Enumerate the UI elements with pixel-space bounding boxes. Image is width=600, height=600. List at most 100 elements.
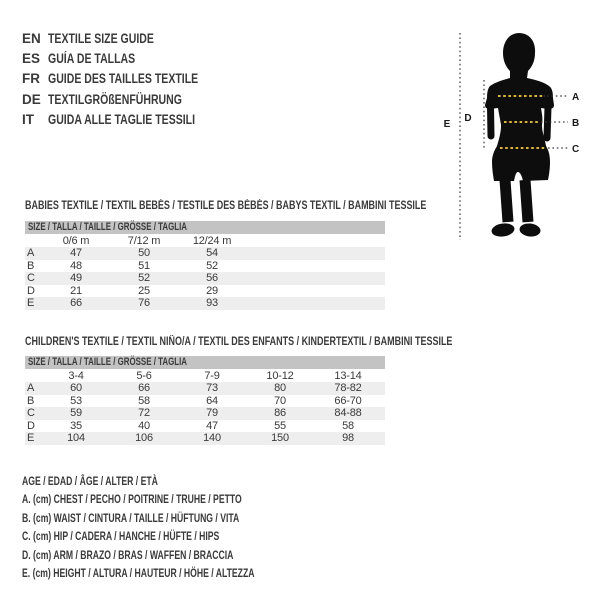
table-cell: 73: [206, 382, 218, 395]
table-row: B 53 58 64 70 66-70: [25, 395, 385, 408]
table-cell: 93: [206, 297, 218, 310]
measure-label-b: B: [572, 118, 579, 129]
table-cell: 76: [138, 297, 150, 310]
column-header-row: 0/6 m 7/12 m 12/24 m: [25, 234, 385, 247]
table-cell: 50: [138, 247, 150, 260]
table-cell: 47: [70, 247, 82, 260]
table-cell: 60: [70, 382, 82, 395]
table-row: E 104 106 140 150 98: [25, 432, 385, 445]
table-cell: 140: [203, 432, 221, 445]
measure-label-e: E: [444, 119, 451, 130]
measurement-diagram: A B C D E: [415, 0, 600, 255]
table-cell: 78-82: [334, 382, 362, 395]
lang-code: FR: [22, 71, 40, 87]
table-row: B 48 51 52: [25, 260, 385, 273]
table-row: C 49 52 56: [25, 272, 385, 285]
table-cell: 53: [70, 394, 82, 407]
table-cell: 56: [206, 272, 218, 285]
lang-code: EN: [22, 30, 41, 46]
table-cell: 29: [206, 284, 218, 297]
table-cell: 106: [135, 432, 153, 445]
legend-line-arm: D. (cm) ARM / BRAZO / BRAS / WAFFEN / BR…: [22, 547, 234, 562]
lang-row-de: DE TEXTILGRÖßENFÜHRUNG: [22, 89, 241, 109]
children-size-table: SIZE / TALLA / TAILLE / GRÖSSE / TAGLIA …: [25, 356, 385, 445]
table-cell: 104: [67, 432, 85, 445]
table-row: A 47 50 54: [25, 247, 385, 260]
row-label: E: [27, 432, 35, 445]
row-label: C: [27, 407, 35, 420]
lang-row-it: IT GUIDA ALLE TAGLIE TESSILI: [22, 110, 241, 130]
row-label: B: [27, 394, 35, 407]
column-header: 13-14: [334, 369, 362, 382]
table-row: E 66 76 93: [25, 297, 385, 310]
table-cell: 51: [138, 259, 150, 272]
column-header: 7-9: [204, 369, 220, 382]
lang-row-fr: FR GUIDE DES TAILLES TEXTILE: [22, 69, 241, 89]
lang-row-es: ES GUÍA DE TALLAS: [22, 48, 241, 68]
lang-row-en: EN TEXTILE SIZE GUIDE: [22, 28, 241, 48]
lang-label: TEXTILGRÖßENFÜHRUNG: [48, 91, 182, 107]
table-cell: 35: [70, 419, 82, 432]
table-row: A 60 66 73 80 78-82: [25, 382, 385, 395]
column-header: 3-4: [68, 369, 84, 382]
table-cell: 150: [271, 432, 289, 445]
table-cell: 47: [206, 419, 218, 432]
row-label: E: [27, 297, 35, 310]
language-guide-list: EN TEXTILE SIZE GUIDE ES GUÍA DE TALLAS …: [22, 28, 241, 130]
column-header: 10-12: [266, 369, 294, 382]
table-cell: 58: [138, 394, 150, 407]
column-header: 12/24 m: [192, 234, 232, 247]
legend-line-height: E. (cm) HEIGHT / ALTURA / HAUTEUR / HÖHE…: [22, 565, 255, 580]
lang-code: IT: [22, 112, 34, 128]
table-cell: 52: [138, 272, 150, 285]
measure-label-c: C: [572, 144, 579, 155]
table-cell: 55: [274, 419, 286, 432]
table-row: D 21 25 29: [25, 285, 385, 298]
column-header: 5-6: [136, 369, 152, 382]
table-cell: 66-70: [334, 394, 362, 407]
row-label: A: [27, 382, 35, 395]
size-header-bar: SIZE / TALLA / TAILLE / GRÖSSE / TAGLIA: [25, 221, 385, 234]
lang-label: GUÍA DE TALLAS: [48, 51, 136, 67]
legend-age-line: AGE / EDAD / ÂGE / ALTER / ETÀ: [22, 474, 158, 488]
table-cell: 80: [274, 382, 286, 395]
row-label: C: [27, 272, 35, 285]
row-label: D: [27, 419, 35, 432]
measure-label-d: D: [464, 113, 471, 124]
table-cell: 49: [70, 272, 82, 285]
table-cell: 64: [206, 394, 218, 407]
lang-code: DE: [22, 91, 41, 107]
table-row: C 59 72 79 86 84-88: [25, 407, 385, 420]
table-cell: 25: [138, 284, 150, 297]
table-cell: 72: [138, 407, 150, 420]
table-cell: 66: [70, 297, 82, 310]
table-cell: 48: [70, 259, 82, 272]
babies-section-title: BABIES TEXTILE / TEXTIL BEBÉS / TESTILE …: [25, 200, 427, 212]
lang-label: TEXTILE SIZE GUIDE: [48, 30, 154, 46]
table-cell: 84-88: [334, 407, 362, 420]
table-cell: 86: [274, 407, 286, 420]
table-cell: 40: [138, 419, 150, 432]
table-cell: 54: [206, 247, 218, 260]
legend-line-hip: C. (cm) HIP / CADERA / HANCHE / HÜFTE / …: [22, 529, 220, 544]
babies-size-table: SIZE / TALLA / TAILLE / GRÖSSE / TAGLIA …: [25, 221, 385, 310]
row-label: B: [27, 259, 35, 272]
lang-label: GUIDE DES TAILLES TEXTILE: [48, 71, 199, 87]
measure-label-a: A: [572, 92, 579, 103]
column-header: 7/12 m: [127, 234, 161, 247]
table-cell: 58: [342, 419, 354, 432]
table-cell: 66: [138, 382, 150, 395]
measurement-legend: AGE / EDAD / ÂGE / ALTER / ETÀ A. (cm) C…: [22, 472, 345, 582]
table-cell: 59: [70, 407, 82, 420]
table-cell: 52: [206, 259, 218, 272]
table-cell: 98: [342, 432, 354, 445]
size-header-bar: SIZE / TALLA / TAILLE / GRÖSSE / TAGLIA: [25, 356, 385, 369]
children-section-title: CHILDREN'S TEXTILE / TEXTIL NIÑO/A / TEX…: [25, 336, 453, 348]
row-label: A: [27, 247, 35, 260]
child-silhouette-icon: [485, 33, 554, 237]
table-cell: 21: [70, 284, 82, 297]
row-label: D: [27, 284, 35, 297]
legend-line-waist: B. (cm) WAIST / CINTURA / TAILLE / HÜFTU…: [22, 510, 240, 525]
column-header: 0/6 m: [62, 234, 90, 247]
